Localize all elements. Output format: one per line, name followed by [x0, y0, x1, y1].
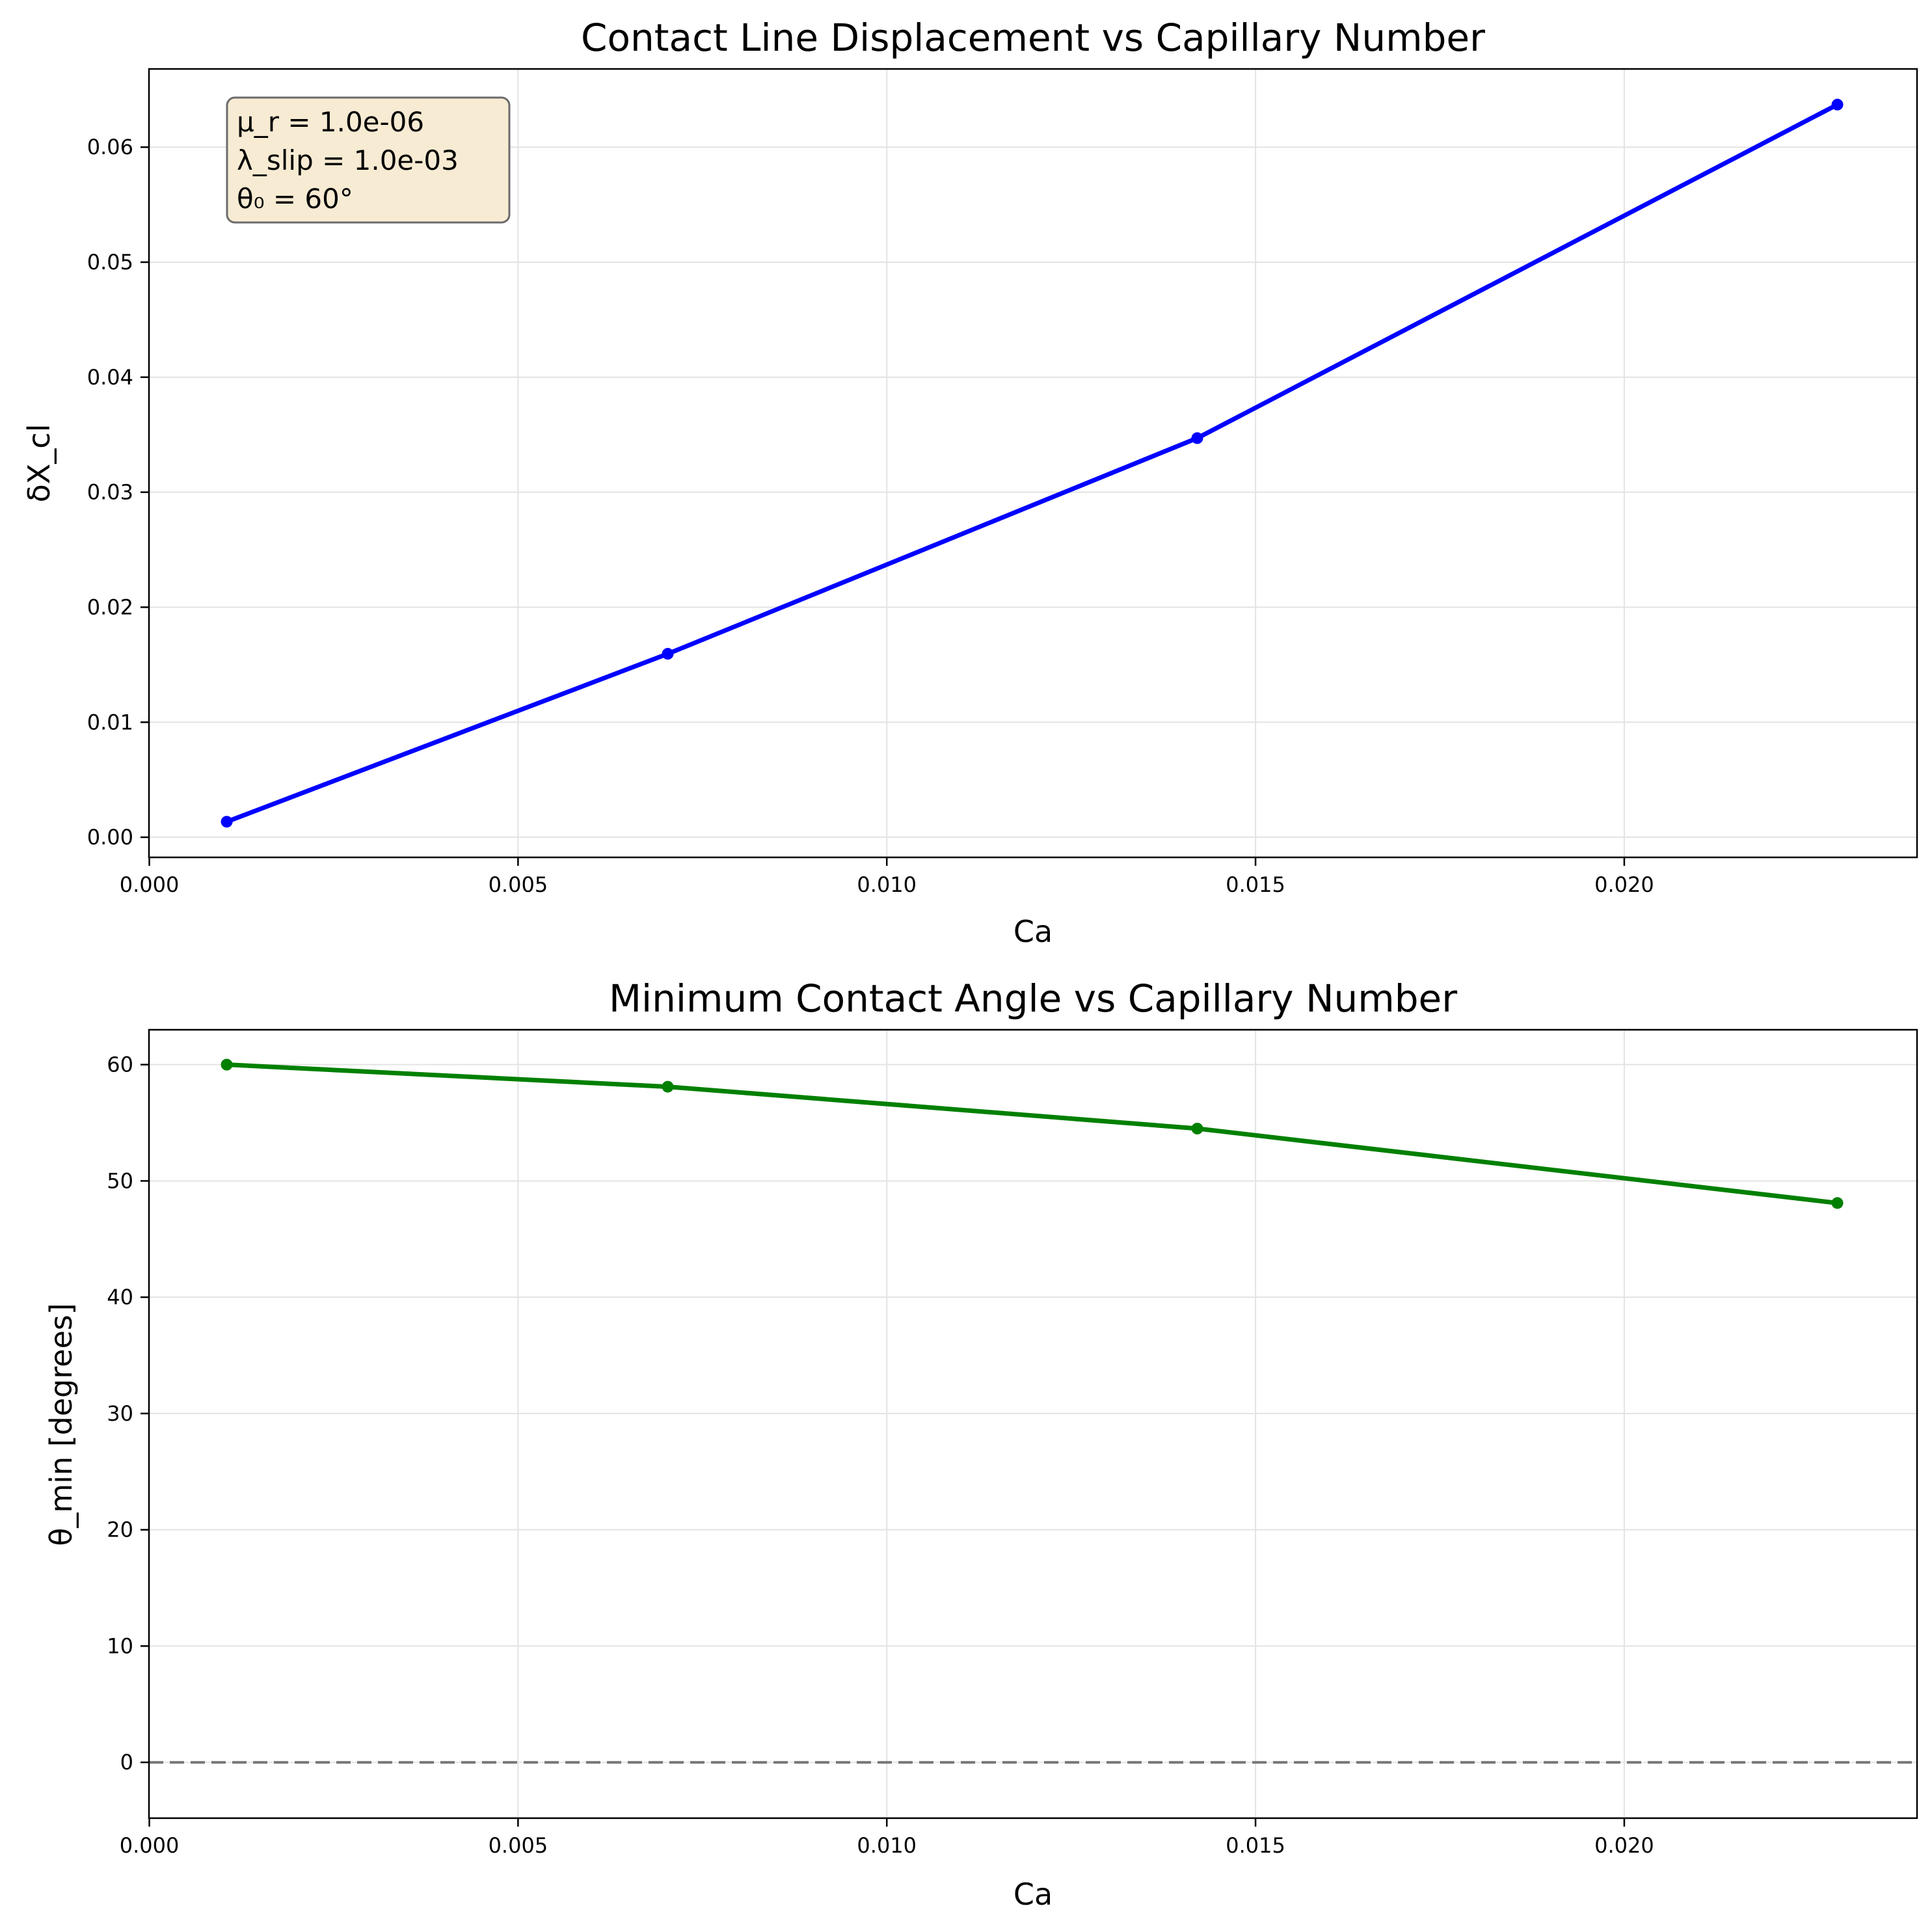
data-point	[221, 1058, 233, 1071]
chart-title: Contact Line Displacement vs Capillary N…	[581, 16, 1485, 60]
data-point	[1191, 432, 1203, 444]
annotation-line-mu: μ_r = 1.0e-06	[237, 106, 424, 138]
y-tick-label: 0.06	[87, 135, 133, 159]
annotation-line-theta: θ₀ = 60°	[237, 183, 353, 215]
x-tick-label: 0.010	[857, 872, 917, 897]
x-tick-label: 0.010	[857, 1833, 917, 1858]
x-tick-label: 0.015	[1226, 1833, 1285, 1858]
y-tick-label: 50	[107, 1168, 133, 1193]
parameter-annotation: μ_r = 1.0e-06 λ_slip = 1.0e-03 θ₀ = 60°	[226, 96, 511, 224]
y-tick-label: 0.05	[87, 250, 133, 275]
y-axis-ticks: 0 10 20 30 40 50 60	[107, 1053, 149, 1775]
y-tick-label: 30	[107, 1401, 133, 1426]
series-line	[224, 102, 1840, 824]
y-tick-label: 20	[107, 1518, 133, 1542]
x-tick-label: 0.005	[489, 872, 548, 897]
x-axis-ticks: 0.000 0.005 0.010 0.015 0.020	[120, 857, 1654, 897]
data-point	[221, 816, 233, 828]
data-point	[662, 648, 674, 660]
y-tick-label: 10	[107, 1633, 133, 1658]
x-tick-label: 0.000	[120, 872, 180, 897]
x-axis-label: Ca	[1013, 914, 1053, 949]
x-tick-label: 0.020	[1594, 1833, 1654, 1858]
y-tick-label: 40	[107, 1285, 133, 1309]
series-layer	[221, 1058, 1844, 1209]
y-tick-label: 0.03	[87, 480, 133, 505]
series-layer	[221, 98, 1844, 828]
chart-title: Minimum Contact Angle vs Capillary Numbe…	[609, 976, 1457, 1021]
x-axis-label: Ca	[1013, 1877, 1053, 1912]
y-tick-label: 60	[107, 1053, 133, 1077]
plot-frame	[148, 1028, 1918, 1819]
annotation-box	[226, 96, 511, 224]
plot-frame	[148, 68, 1918, 859]
y-tick-label: 0.02	[87, 595, 133, 619]
x-tick-label: 0.020	[1594, 872, 1654, 897]
data-point	[1191, 1122, 1203, 1134]
displacement-chart: Contact Line Displacement vs Capillary N…	[21, 16, 1918, 949]
y-tick-label: 0.01	[87, 710, 133, 734]
contact-angle-chart: Minimum Contact Angle vs Capillary Numbe…	[44, 976, 1918, 1912]
annotation-line-lambda: λ_slip = 1.0e-03	[237, 144, 459, 176]
y-tick-label: 0.04	[87, 365, 133, 390]
data-point	[1831, 98, 1844, 111]
data-point	[662, 1080, 674, 1093]
series-line	[224, 1062, 1840, 1205]
y-axis-ticks: 0.00 0.01 0.02 0.03 0.04 0.05 0.06	[87, 135, 149, 850]
y-tick-label: 0.00	[87, 825, 133, 850]
y-axis-label: θ_min [degrees]	[44, 1303, 79, 1546]
x-tick-label: 0.005	[489, 1833, 548, 1858]
grid	[148, 69, 1917, 857]
x-tick-label: 0.000	[120, 1833, 180, 1858]
y-axis-label: δX_cl	[21, 424, 57, 503]
x-axis-ticks: 0.000 0.005 0.010 0.015 0.020	[120, 1818, 1654, 1858]
y-tick-label: 0	[120, 1750, 133, 1775]
data-point	[1831, 1197, 1844, 1209]
x-tick-label: 0.015	[1226, 872, 1285, 897]
